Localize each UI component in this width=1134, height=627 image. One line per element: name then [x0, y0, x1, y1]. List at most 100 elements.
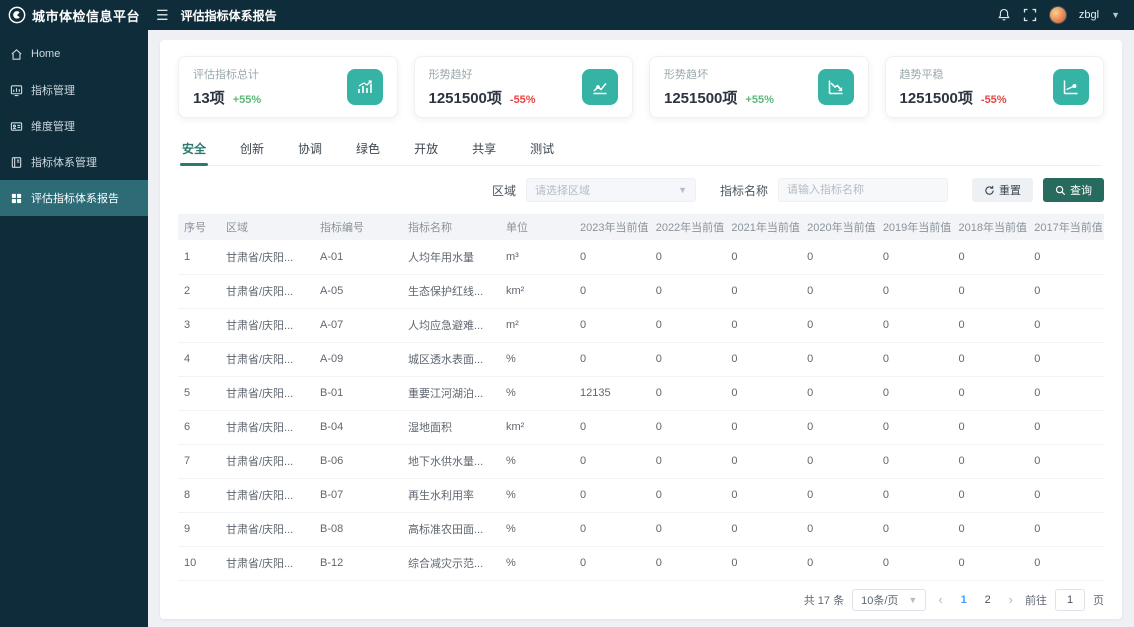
user-menu-chevron-icon[interactable]: ▼	[1111, 10, 1120, 20]
table-cell: 10	[178, 546, 220, 581]
sidebar-item-dimension-mgmt[interactable]: 维度管理	[0, 108, 148, 144]
page-number-2[interactable]: 2	[984, 593, 991, 606]
indicator-name-input[interactable]	[778, 178, 948, 202]
table-cell: 湿地面积	[402, 410, 500, 445]
stat-card-delta: -55%	[980, 94, 1007, 106]
sidebar-item-evaluation-report[interactable]: 评估指标体系报告	[0, 180, 148, 216]
table-cell: 9	[178, 512, 220, 547]
table-cell: 0	[876, 478, 953, 513]
prev-page-button[interactable]: ‹	[938, 592, 943, 607]
table-cell: 甘肃省/庆阳...	[220, 308, 314, 343]
table-cell: 0	[1028, 342, 1104, 377]
bar-chart-icon	[346, 69, 383, 105]
table-cell: B-04	[314, 410, 402, 445]
table-cell: 0	[725, 546, 802, 581]
stat-card-0: 评估指标总计 13项 +55%	[178, 56, 398, 118]
column-header: 单位	[500, 214, 574, 240]
pagination-total: 共 17 条	[803, 594, 845, 607]
table-row[interactable]: 4 甘肃省/庆阳... A-09 城区透水表面...% 0 0 0 0 0 0 0	[178, 342, 1104, 377]
table-row[interactable]: 6 甘肃省/庆阳... B-04 湿地面积 km² 0 0 0 0 0 0 0	[178, 410, 1104, 445]
stat-card-label: 评估指标总计	[193, 69, 259, 81]
table-cell: 0	[801, 410, 877, 445]
tab-开放[interactable]: 开放	[414, 142, 439, 156]
table-cell: 综合减灾示范...	[402, 546, 500, 581]
fullscreen-icon[interactable]	[1023, 8, 1037, 22]
tab-共享[interactable]: 共享	[472, 142, 497, 156]
region-select-placeholder: 请选择区域	[534, 185, 590, 197]
table-cell: %	[500, 342, 574, 377]
table-cell: 5	[178, 376, 220, 411]
tab-安全[interactable]: 安全	[180, 134, 209, 166]
table-cell: 0	[876, 342, 953, 377]
tab-绿色[interactable]: 绿色	[356, 142, 381, 156]
table-row[interactable]: 5 甘肃省/庆阳... B-01 重要江河湖泊...% 12135 0 0 0 0 0 0	[178, 376, 1104, 411]
table-cell: 0	[801, 308, 877, 343]
table-row[interactable]: 7 甘肃省/庆阳... B-06 地下水供水量...% 0 0 0 0 0 0 0	[178, 444, 1104, 479]
table-row[interactable]: 3 甘肃省/庆阳... A-07 人均应急避难... m² 0 0 0 0 0 0 0	[178, 308, 1104, 343]
sidebar-item-label: 维度管理	[31, 121, 75, 133]
page-size-select[interactable]: 10条/页 ▼	[852, 588, 927, 611]
sidebar-item-label: 评估指标体系报告	[31, 193, 119, 205]
table-row[interactable]: 1 甘肃省/庆阳... A-01 人均年用水量 m³ 0 0 0 0 0 0 0	[178, 240, 1104, 275]
stat-cards: 评估指标总计 13项 +55% 形势趋好 1251500项 -55% 形势趋坏 …	[178, 56, 1104, 118]
table-cell: 7	[178, 444, 220, 479]
table-cell: 0	[876, 512, 953, 547]
page-number-1[interactable]: 1	[960, 593, 967, 606]
table-cell: 0	[952, 410, 1029, 445]
region-select[interactable]: 请选择区域 ▼	[525, 178, 696, 202]
page-title: 评估指标体系报告	[180, 8, 277, 23]
bell-icon[interactable]	[997, 8, 1011, 22]
sidebar-item-indicator-system-mgmt[interactable]: 指标体系管理	[0, 144, 148, 180]
column-header: 指标编号	[314, 214, 402, 240]
table-cell: 0	[952, 512, 1029, 547]
table-cell: 12135	[574, 376, 650, 411]
table-cell: 城区透水表面...	[402, 342, 500, 377]
goto-page-input[interactable]	[1055, 588, 1085, 611]
user-avatar[interactable]	[1048, 6, 1067, 24]
table-cell: 0	[649, 410, 726, 445]
stat-card-value: 1251500项	[428, 90, 502, 107]
indicator-filter-label: 指标名称	[719, 183, 768, 198]
table-cell: A-01	[314, 240, 402, 275]
table-cell: 甘肃省/庆阳...	[220, 342, 314, 377]
top-bar: 城市体检信息平台 ☰ 评估指标体系报告 zbgl ▼	[0, 0, 1134, 30]
main-content: 评估指标总计 13项 +55% 形势趋好 1251500项 -55% 形势趋坏 …	[148, 30, 1134, 627]
hamburger-menu-icon[interactable]: ☰	[156, 6, 169, 23]
table-row[interactable]: 10 甘肃省/庆阳... B-12 综合减灾示范...% 0 0 0 0 0 0 0	[178, 546, 1104, 581]
table-cell: 甘肃省/庆阳...	[220, 444, 314, 479]
table-cell: 0	[1028, 410, 1104, 445]
table-cell: 0	[574, 410, 650, 445]
table-row[interactable]: 8 甘肃省/庆阳... B-07 再生水利用率% 0 0 0 0 0 0 0	[178, 478, 1104, 513]
table-cell: A-07	[314, 308, 402, 343]
chart-board-icon	[10, 84, 23, 97]
stat-card-3: 趋势平稳 1251500项 -55%	[884, 56, 1104, 118]
table-row[interactable]: 9 甘肃省/庆阳... B-08 高标准农田面...% 0 0 0 0 0 0 0	[178, 512, 1104, 547]
table-cell: B-06	[314, 444, 402, 479]
table-cell: 0	[725, 342, 802, 377]
sidebar-item-home[interactable]: Home	[0, 36, 148, 72]
table-cell: 甘肃省/庆阳...	[220, 376, 314, 411]
column-header: 2019年当前值	[876, 214, 953, 240]
table-cell: 8	[178, 478, 220, 513]
table-cell: 0	[574, 342, 650, 377]
region-filter-label: 区域	[491, 183, 516, 198]
table-cell: 0	[725, 308, 802, 343]
tab-创新[interactable]: 创新	[240, 142, 265, 156]
stat-card-2: 形势趋坏 1251500项 +55%	[649, 56, 869, 118]
table-cell: 0	[649, 240, 726, 275]
stat-card-delta: -55%	[509, 94, 536, 106]
table-cell: 0	[725, 274, 802, 309]
table-cell: 0	[952, 274, 1029, 309]
sidebar-item-indicator-mgmt[interactable]: 指标管理	[0, 72, 148, 108]
line-up-icon	[582, 69, 618, 105]
reset-button[interactable]: 重置	[972, 178, 1033, 202]
tab-协调[interactable]: 协调	[298, 142, 323, 156]
table-cell: 0	[801, 444, 877, 479]
table-cell: %	[500, 512, 574, 547]
tab-测试[interactable]: 测试	[530, 142, 555, 156]
query-button[interactable]: 查询	[1043, 178, 1104, 202]
column-header: 2021年当前值	[725, 214, 802, 240]
table-row[interactable]: 2 甘肃省/庆阳... A-05 生态保护红线... km² 0 0 0 0 0 0 0	[178, 274, 1104, 309]
table-cell: 0	[876, 444, 953, 479]
next-page-button[interactable]: ›	[1008, 592, 1013, 607]
